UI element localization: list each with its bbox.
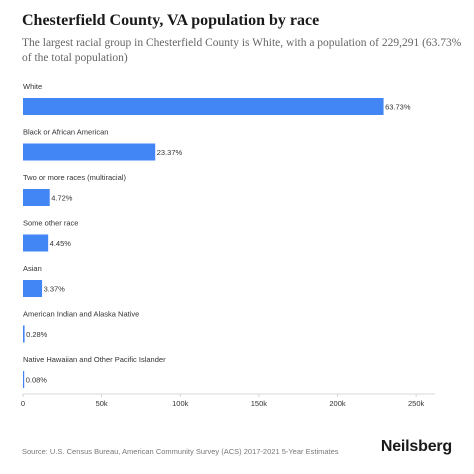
chart-title: Chesterfield County, VA population by ra… [22, 12, 320, 29]
x-tick-label: 200k [329, 399, 346, 408]
category-label: White [23, 82, 42, 91]
chart-subtitle: The largest racial group in Chesterfield… [22, 37, 462, 64]
bar [23, 280, 43, 297]
data-label: 0.28% [26, 330, 48, 339]
x-tick-label: 50k [96, 399, 108, 408]
bar [23, 143, 156, 161]
category-label: Two or more races (multiracial) [23, 173, 126, 182]
source-note: Source: U.S. Census Bureau, American Com… [22, 447, 339, 456]
x-tick-label: 0 [21, 399, 25, 408]
data-label: 4.45% [50, 239, 72, 248]
category-label: American Indian and Alaska Native [23, 310, 139, 319]
x-tick-label: 250k [408, 399, 425, 408]
bar [23, 325, 25, 343]
data-label: 63.73% [385, 103, 411, 112]
category-label: Black or African American [23, 128, 108, 137]
data-label: 4.72% [51, 194, 73, 203]
data-label: 23.37% [157, 148, 183, 157]
bar [23, 98, 384, 115]
x-tick-label: 150k [251, 399, 268, 408]
bar [23, 371, 25, 388]
category-label: Some other race [23, 219, 78, 228]
data-label: 3.37% [44, 285, 66, 294]
bar [23, 189, 50, 206]
x-tick-label: 100k [172, 399, 189, 408]
bar [23, 234, 49, 252]
category-label: Native Hawaiian and Other Pacific Island… [23, 355, 166, 364]
data-label: 0.08% [26, 376, 48, 385]
category-label: Asian [23, 264, 42, 273]
brand-logo: Neilsberg [380, 438, 452, 455]
